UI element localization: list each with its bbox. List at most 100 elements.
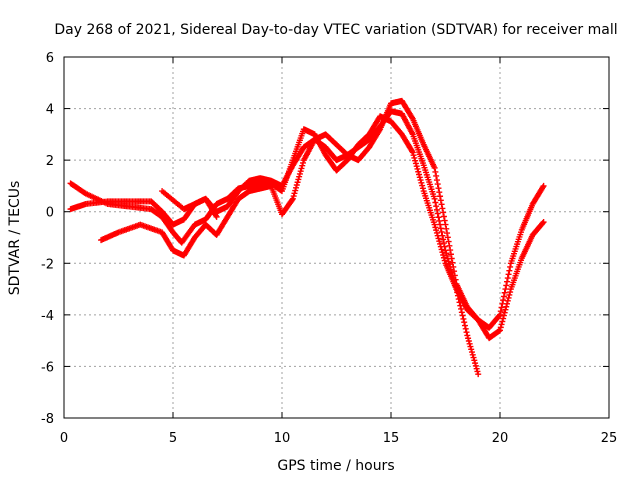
data-point — [540, 219, 547, 226]
data-point — [445, 258, 452, 265]
data-point — [507, 289, 514, 296]
data-point — [540, 182, 547, 189]
data-point — [502, 286, 509, 293]
data-point — [409, 114, 416, 121]
data-point — [456, 299, 463, 306]
data-series — [98, 97, 547, 342]
data-point — [293, 182, 300, 189]
data-point — [376, 127, 383, 134]
data-point — [432, 199, 439, 206]
y-tick-label: 0 — [46, 206, 54, 221]
data-point — [465, 335, 472, 342]
data-point — [504, 297, 511, 304]
data-point — [446, 242, 453, 249]
data-point — [438, 246, 445, 253]
data-point — [445, 238, 452, 245]
data-point — [297, 168, 304, 175]
y-tick-label: 6 — [46, 51, 54, 66]
data-point — [437, 240, 444, 247]
data-point — [409, 148, 416, 155]
y-tick-label: -2 — [41, 257, 54, 272]
y-tick-label: -4 — [41, 309, 54, 324]
data-point — [464, 332, 471, 339]
data-point — [431, 195, 438, 202]
data-point — [436, 238, 443, 245]
data-point — [412, 157, 419, 164]
data-point — [439, 205, 446, 212]
data-point — [433, 177, 440, 184]
plot-frame — [63, 56, 610, 419]
y-tick-label: 4 — [46, 103, 54, 118]
data-point — [506, 291, 513, 298]
data-point — [409, 149, 416, 156]
data-point — [497, 327, 503, 334]
data-point — [438, 201, 445, 208]
data-point — [299, 162, 306, 169]
data-point — [437, 197, 444, 204]
x-tick-label: 5 — [169, 431, 177, 446]
data-point — [471, 357, 478, 364]
data-point — [457, 302, 464, 309]
data-point — [434, 210, 441, 217]
data-point — [410, 152, 417, 159]
data-point — [439, 249, 446, 256]
chart-title: Day 268 of 2021, Sidereal Day-to-day VTE… — [54, 22, 617, 38]
data-point — [437, 225, 444, 232]
data-point — [499, 318, 506, 325]
data-point — [468, 346, 475, 353]
data-point — [497, 324, 504, 331]
data-point — [444, 230, 451, 237]
x-tick-label: 20 — [492, 431, 509, 446]
data-point — [460, 315, 467, 322]
data-point — [450, 263, 457, 270]
data-point — [415, 168, 422, 175]
data-point — [436, 189, 443, 196]
data-point — [289, 195, 296, 202]
data-point — [501, 309, 508, 316]
data-point — [461, 319, 468, 326]
data-points — [67, 97, 547, 378]
data-point — [432, 168, 439, 175]
data-point — [411, 154, 418, 161]
y-axis-label: SDTVAR / TECUs — [7, 181, 23, 296]
data-point — [441, 243, 448, 250]
data-point — [502, 306, 509, 313]
data-point — [444, 252, 451, 259]
data-point — [441, 257, 448, 264]
data-point — [442, 221, 449, 228]
data-point — [449, 259, 456, 266]
data-point — [435, 214, 442, 221]
data-point — [433, 229, 440, 236]
x-tick-label: 25 — [601, 431, 618, 446]
data-point — [539, 219, 546, 226]
data-point — [213, 213, 220, 220]
data-point — [504, 278, 511, 285]
data-point — [504, 275, 511, 282]
data-point — [458, 309, 465, 316]
data-point — [469, 351, 476, 358]
data-point — [295, 176, 302, 183]
data-point — [440, 254, 447, 261]
data-point — [440, 240, 447, 247]
data-point — [503, 303, 510, 310]
data-point — [300, 159, 307, 166]
data-point — [294, 179, 301, 186]
data-point — [296, 173, 303, 180]
data-point — [500, 315, 507, 322]
data-point — [443, 225, 450, 232]
data-point — [507, 263, 514, 270]
data-point — [470, 354, 477, 361]
data-point — [414, 165, 421, 172]
data-point — [500, 297, 507, 304]
data-point — [440, 209, 447, 216]
data-point — [505, 271, 512, 278]
data-point — [500, 293, 507, 300]
data-point — [440, 251, 447, 258]
data-point — [458, 305, 465, 312]
data-point — [463, 329, 470, 336]
data-point — [498, 304, 505, 311]
data-point — [437, 221, 444, 228]
data-point — [296, 170, 303, 177]
data-series — [67, 108, 482, 378]
data-point — [473, 365, 480, 372]
